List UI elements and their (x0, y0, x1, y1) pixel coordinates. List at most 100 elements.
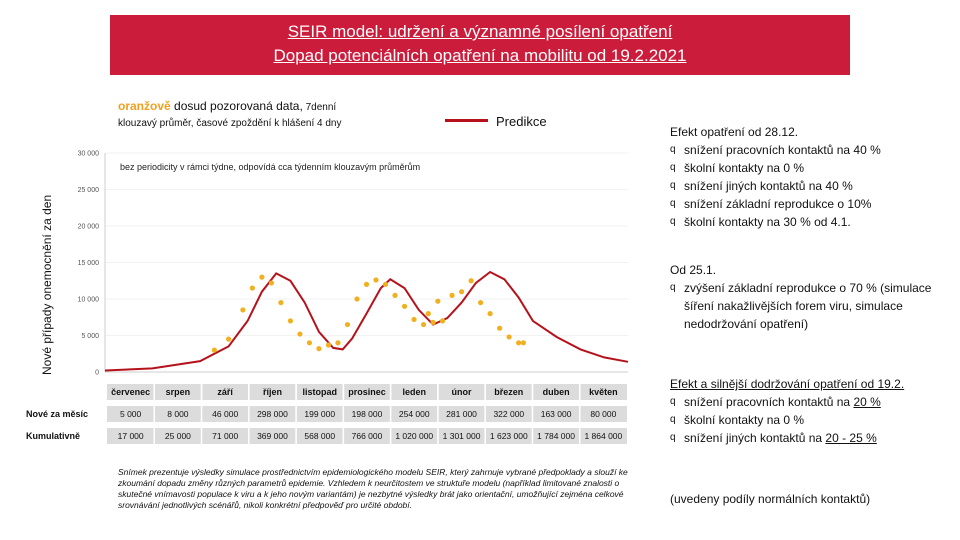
title-banner: SEIR model: udržení a významné posílení … (110, 15, 850, 75)
table-cell: 298 000 (257, 409, 288, 419)
observed-data-accent: oranžově (118, 99, 171, 113)
section-1-item-text: školní kontakty na 0 % (684, 161, 805, 175)
table-cell: 1 020 000 (395, 431, 433, 441)
section-3-item-2-text: školní kontakty na 0 % (684, 413, 805, 427)
table-cell: 1 623 000 (490, 431, 528, 441)
observed-data-point (268, 280, 275, 286)
section-1-item-text: snížení základní reprodukce o 10% (684, 197, 872, 211)
observed-data-point (497, 325, 503, 331)
table-cell: 766 000 (352, 431, 383, 441)
section-3-item-1-value: 20 % (853, 395, 881, 409)
observed-data-point (226, 336, 232, 342)
measures-section-1: Efekt opatření od 28.12. q snížení pracov… (670, 123, 955, 231)
observed-data-text: dosud pozorovaná data, (170, 99, 303, 113)
table-cell: 25 000 (165, 431, 191, 441)
table-cell: 80 000 (590, 409, 616, 419)
month-label: červenec (111, 387, 150, 397)
section-1-item: q školní kontakty na 0 % (670, 159, 955, 177)
table-cell: 8 000 (167, 409, 189, 419)
table-cell: 199 000 (304, 409, 335, 419)
observed-data-point (458, 289, 465, 295)
observed-data-point (259, 274, 265, 280)
observed-data-point (425, 311, 431, 317)
observed-data-point (520, 340, 527, 346)
table-cell: 198 000 (352, 409, 383, 419)
section-3-item-3-value: 20 - 25 % (825, 431, 877, 445)
month-label: srpen (166, 387, 191, 397)
observed-data-point (516, 340, 522, 346)
table-cell: 254 000 (399, 409, 430, 419)
checkbox-bullet-icon: q (670, 180, 676, 191)
observed-data-point (306, 340, 313, 346)
observed-data-point (401, 303, 408, 309)
simulation-caption: Snímek prezentuje výsledky simulace pros… (118, 467, 628, 510)
checkbox-bullet-icon: q (670, 216, 676, 227)
checkbox-bullet-icon: q (670, 144, 676, 155)
observed-data-note: oranžově dosud pozorovaná data, 7denní (118, 99, 336, 113)
month-header-row (107, 384, 627, 400)
section-3-title: Efekt a silnější dodržování opatření od … (670, 377, 905, 391)
section-3-item-2: q školní kontakty na 0 % (670, 411, 955, 429)
month-label: listopad (302, 387, 337, 397)
observed-data-point (439, 318, 446, 324)
table-cell: 568 000 (304, 431, 335, 441)
month-label: březen (494, 387, 523, 397)
month-label: prosinec (348, 387, 386, 397)
section-1-item: q snížení pracovních kontaktů na 40 % (670, 141, 955, 159)
observed-data-point (354, 296, 360, 302)
title-line-2: Dopad potenciálních opatření na mobilitu… (273, 46, 687, 65)
observed-data-point (297, 331, 303, 337)
data-row-background (107, 406, 627, 422)
table-cell: 1 864 000 (584, 431, 622, 441)
data-row-background (107, 428, 627, 444)
table-cell: 17 000 (118, 431, 144, 441)
section-2-item: q zvýšení základní reprodukce o 70 % (si… (670, 279, 955, 333)
section-1-title: Efekt opatření od 28.12. (670, 125, 799, 139)
observed-data-point (506, 334, 512, 340)
y-tick-label: 0 (95, 370, 99, 377)
observed-data-point (240, 307, 246, 313)
observed-data-point (373, 277, 379, 283)
table-cell: 281 000 (446, 409, 477, 419)
table-cell: 322 000 (493, 409, 524, 419)
observed-data-point (392, 292, 398, 298)
section-2-item-text: zvýšení základní reprodukce o 70 % (simu… (684, 281, 932, 331)
section-3-item-3: q snížení jiných kontaktů na 20 - 25 % (670, 429, 955, 447)
observed-data-point (249, 285, 255, 291)
observed-data-point (363, 281, 370, 287)
observed-data-point (487, 311, 493, 317)
observed-data-point (382, 281, 389, 287)
observed-data-point (411, 316, 417, 323)
month-label: leden (403, 387, 427, 397)
section-3-item-1: q snížení pracovních kontaktů na 20 % (670, 393, 955, 411)
periodicity-note: bez periodicity v rámci týdne, odpovídá … (120, 162, 420, 172)
observed-data-point (478, 300, 484, 306)
section-1-item: q snížení základní reprodukce o 10% (670, 195, 955, 213)
title-line-1: SEIR model: udržení a významné posílení … (287, 22, 673, 41)
observed-data-point (420, 321, 427, 328)
observed-data-tail: 7denní (302, 102, 337, 113)
y-tick-label: 25 000 (78, 187, 100, 194)
table-cell: 1 301 000 (443, 431, 481, 441)
legend-prediction-label: Predikce (496, 114, 547, 129)
section-1-item: q snížení jiných kontaktů na 40 % (670, 177, 955, 195)
month-label: květen (589, 387, 618, 397)
table-cell: 369 000 (257, 431, 288, 441)
checkbox-bullet-icon: q (670, 198, 676, 209)
table-cell: 163 000 (541, 409, 572, 419)
section-3-item-3-text: snížení jiných kontaktů na (684, 431, 826, 445)
observed-data-point (435, 298, 441, 304)
table-cell: 46 000 (212, 409, 238, 419)
month-label: únor (452, 387, 472, 397)
legend-prediction-line (445, 119, 488, 122)
checkbox-bullet-icon: q (670, 282, 676, 293)
y-tick-label: 5 000 (81, 333, 99, 340)
observed-data-point (344, 321, 351, 328)
section-2-title: Od 25.1. (670, 263, 717, 277)
checkbox-bullet-icon: q (670, 414, 676, 425)
observed-data-point (430, 319, 436, 325)
observed-data-point (278, 300, 284, 306)
row-label: Kumulativně (26, 431, 80, 441)
y-tick-label: 20 000 (78, 224, 100, 231)
